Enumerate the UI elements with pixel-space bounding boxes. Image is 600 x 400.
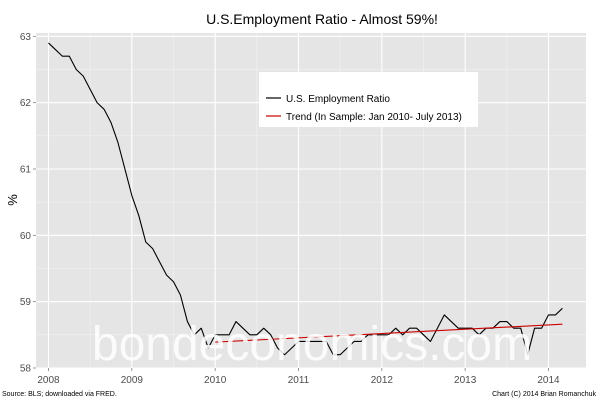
watermark: bondeconomics.com xyxy=(92,318,532,371)
y-tick-label: 60 xyxy=(20,231,32,242)
y-tick-label: 62 xyxy=(20,98,32,109)
legend-label-employment-ratio: U.S. Employment Ratio xyxy=(286,94,390,105)
legend-label-trend: Trend (In Sample: Jan 2010- July 2013) xyxy=(286,112,462,123)
x-tick-label: 2014 xyxy=(537,375,560,386)
credit-caption: Chart (C) 2014 Brian Romanchuk xyxy=(492,391,596,398)
series-line-employment-ratio xyxy=(48,42,563,356)
series-line-trend xyxy=(215,323,563,343)
legend: U.S. Employment Ratio Trend (In Sample: … xyxy=(259,72,478,127)
x-tick-label: 2011 xyxy=(288,375,310,386)
series-lines xyxy=(48,42,563,356)
x-tick-label: 2009 xyxy=(121,375,144,386)
x-tick-label: 2010 xyxy=(204,375,227,386)
y-axis: 58 59 60 61 62 63 xyxy=(20,32,36,375)
y-tick-label: 58 xyxy=(20,364,32,375)
source-caption: Source: BLS; downloaded via FRED. xyxy=(2,391,117,398)
y-tick-label: 63 xyxy=(20,32,32,43)
chart-title: U.S.Employment Ratio - Almost 59%! xyxy=(206,11,438,27)
y-axis-label: % xyxy=(5,194,20,206)
x-tick-label: 2013 xyxy=(454,375,477,386)
x-tick-label: 2008 xyxy=(37,375,60,386)
x-tick-label: 2012 xyxy=(371,375,394,386)
y-tick-label: 59 xyxy=(20,297,32,308)
y-tick-label: 61 xyxy=(20,164,32,175)
x-axis: 2008 2009 2010 2011 2012 2013 2014 xyxy=(37,368,560,386)
legend-box xyxy=(259,72,478,127)
